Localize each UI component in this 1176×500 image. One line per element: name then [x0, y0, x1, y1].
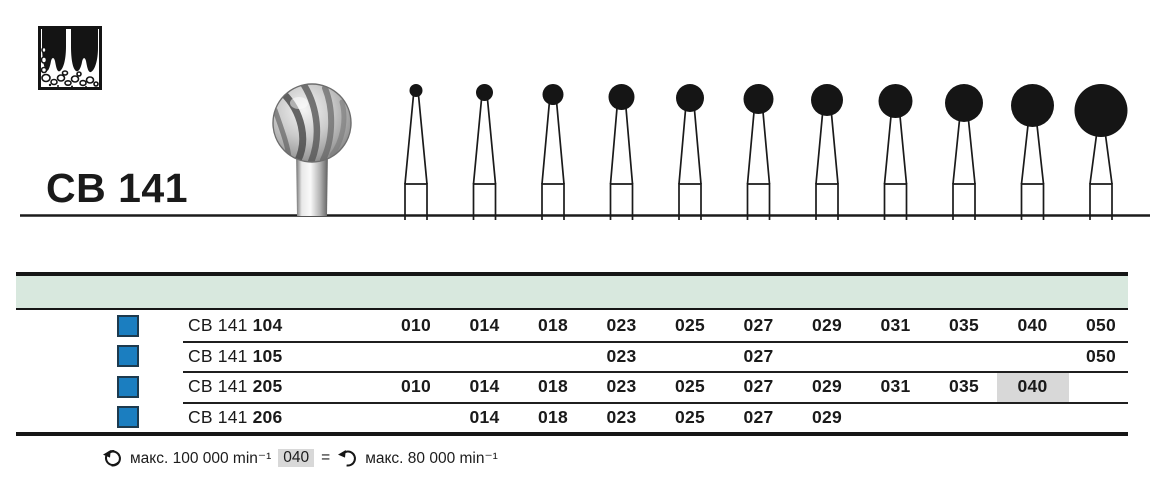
- tooth-roots-icon: [38, 26, 102, 90]
- size-value-cell: 025: [674, 376, 706, 396]
- size-value-cell: 040: [1017, 376, 1048, 396]
- shank-code: 105: [252, 345, 283, 366]
- product-row: CB 141 104 010 014 018 023 025 027 029 031 035 040 0…: [0, 310, 1176, 341]
- size-value-cell: 029: [811, 315, 843, 335]
- size-value-cell: 035: [948, 376, 980, 396]
- rotation-speed-icon: [338, 450, 357, 467]
- row-divider: [183, 341, 1128, 343]
- bur-head-ball: [743, 84, 774, 114]
- product-row: CB 141 205 010 014 018 023 025 027 029 031 035 040: [0, 371, 1176, 402]
- size-value-cell: 023: [606, 315, 637, 335]
- bur-illustration: [811, 84, 843, 220]
- product-code-label: CB 141 206: [188, 407, 282, 428]
- size-value-cell: 010: [400, 315, 432, 335]
- size-value-cell: 025: [674, 406, 706, 427]
- size-value-cell: 027: [743, 376, 774, 396]
- product-series: CB 141: [188, 315, 248, 335]
- size-value-cell: 027: [743, 345, 774, 366]
- availability-square: [117, 406, 139, 428]
- product-code-label: CB 141 104: [188, 315, 282, 336]
- table-header-band: [16, 276, 1128, 308]
- product-code-label: CB 141 205: [188, 376, 282, 397]
- highlighted-size-badge: 040: [278, 449, 315, 467]
- bur-illustration: [945, 84, 983, 220]
- size-value-cell: 018: [537, 376, 569, 396]
- size-value-cell: 018: [537, 315, 569, 335]
- speed-footnote: макс. 100 000 min⁻¹ 040 = макс. 80 000 m…: [102, 447, 498, 469]
- size-value-cell: 010: [400, 376, 432, 396]
- product-series: CB 141: [188, 345, 248, 366]
- product-code-label: CB 141 105: [188, 346, 282, 367]
- size-value-cell: 050: [1085, 345, 1117, 366]
- product-row: CB 141 105 023 027 050: [0, 341, 1176, 371]
- bur-illustration: [878, 84, 913, 220]
- table-bottom-rule: [16, 432, 1128, 436]
- bur-head-ball: [878, 84, 913, 118]
- product-series: CB 141: [188, 376, 248, 396]
- bur-illustration: [541, 84, 565, 220]
- size-value-cell: 031: [880, 315, 911, 335]
- availability-square: [117, 375, 139, 398]
- bur-head-ball: [608, 84, 635, 110]
- size-value-cell: 014: [469, 376, 500, 396]
- size-value-cell: 035: [948, 315, 980, 335]
- size-value-cell: 018: [537, 406, 569, 427]
- bur-illustration: [676, 84, 704, 220]
- size-value-cell: 025: [674, 315, 706, 335]
- size-value-cell: 027: [743, 406, 774, 427]
- bur-head-ball: [945, 84, 983, 122]
- bur-illustration-band: [20, 83, 1150, 220]
- bur-head-ball: [542, 84, 564, 105]
- shank-code: 205: [252, 376, 283, 396]
- size-value-cell: 023: [606, 345, 637, 366]
- bur-head-ball: [409, 84, 423, 97]
- product-code-title: CB 141: [46, 165, 189, 211]
- size-value-cell: 029: [811, 376, 843, 396]
- table-top-rule: [16, 272, 1128, 276]
- bur-head-ball: [476, 84, 493, 101]
- row-divider: [183, 371, 1128, 373]
- bur-head-ball: [811, 84, 843, 116]
- row-divider: [183, 402, 1128, 404]
- size-value-cell: 040: [1017, 315, 1048, 335]
- size-value-cell: 023: [606, 376, 637, 396]
- size-value-cell: 029: [811, 406, 843, 427]
- bur-illustration: [472, 84, 497, 220]
- table-header-underline: [16, 308, 1128, 310]
- size-value-cell: 014: [469, 406, 500, 427]
- size-value-cell: 023: [606, 406, 637, 427]
- size-highlight: [996, 373, 1069, 402]
- bur-illustration: [608, 84, 635, 220]
- bur-head-ball: [1074, 84, 1128, 137]
- product-series: CB 141: [188, 406, 248, 427]
- size-value-cell: 014: [469, 315, 500, 335]
- max-speed-right: макс. 80 000 min⁻¹: [365, 449, 498, 467]
- max-speed-left: макс. 100 000 min⁻¹: [130, 449, 272, 467]
- bur-head-ball: [676, 84, 704, 112]
- bur-illustration: [1074, 84, 1128, 220]
- size-value-cell: 027: [743, 315, 774, 335]
- rotation-speed-icon: [103, 450, 121, 467]
- size-value-cell: 050: [1085, 315, 1117, 335]
- size-value-cell: 031: [880, 376, 911, 396]
- equals-sign: =: [321, 449, 331, 466]
- bur-illustration: [404, 84, 428, 220]
- availability-square: [117, 345, 139, 367]
- availability-square: [117, 314, 139, 337]
- shank-code: 104: [252, 315, 283, 335]
- product-row: CB 141 206 014 018 023 025 027 029: [0, 402, 1176, 432]
- bur-illustration: [743, 84, 774, 220]
- bur-illustration: [1011, 84, 1054, 220]
- shank-code: 206: [252, 406, 283, 427]
- large-bur-photo: [272, 83, 352, 216]
- bur-head-ball: [1011, 84, 1054, 127]
